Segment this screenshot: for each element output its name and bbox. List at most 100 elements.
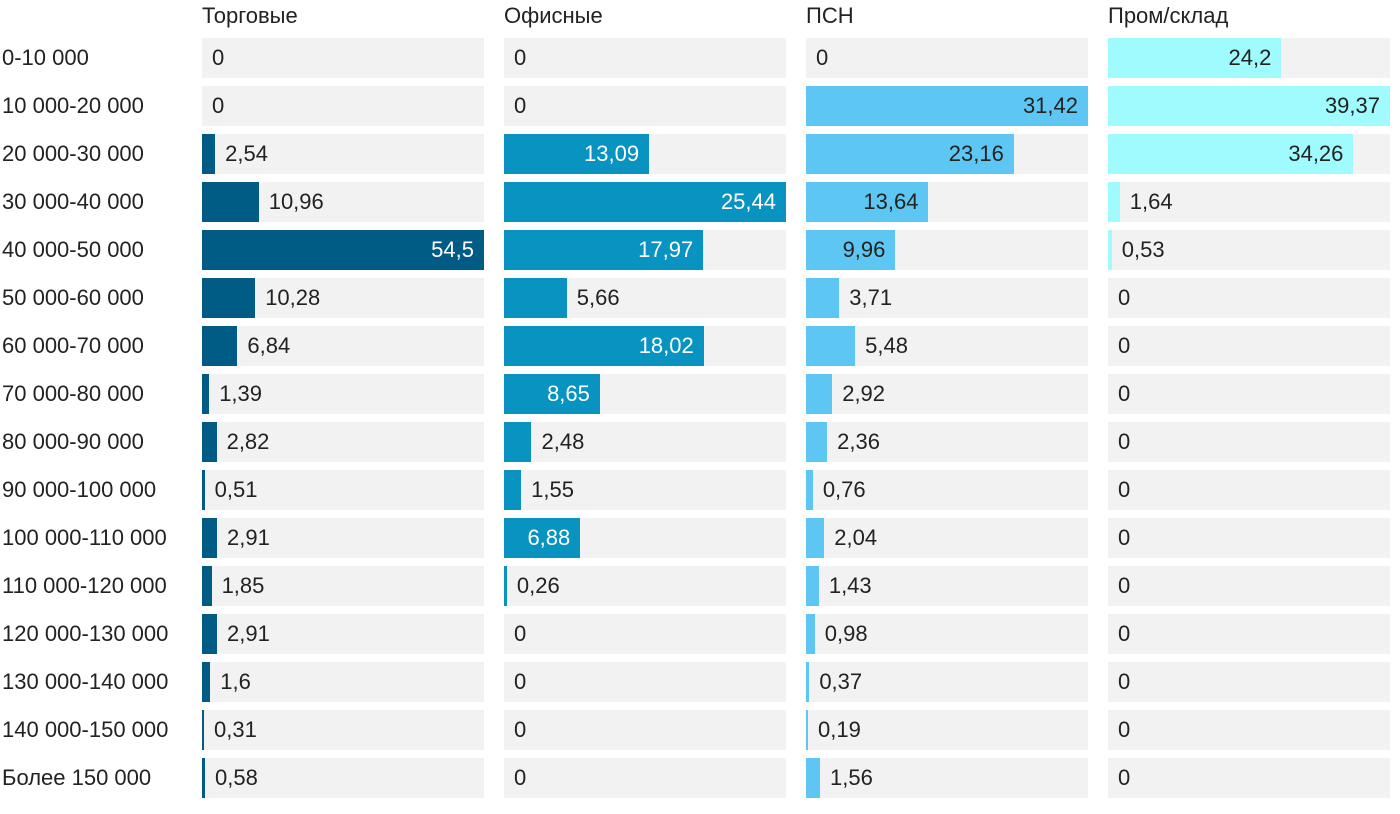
bar-track: 0 xyxy=(1108,326,1390,366)
data-label: 0 xyxy=(514,765,527,790)
data-label: 0 xyxy=(1118,621,1131,646)
bar xyxy=(504,374,600,414)
data-label: 1,55 xyxy=(531,477,574,502)
bar xyxy=(1108,134,1354,174)
data-label: 0 xyxy=(1118,429,1131,454)
bar-track: 1,43 xyxy=(806,566,1088,606)
column-header: ПСН xyxy=(806,3,854,28)
bar xyxy=(1108,86,1390,126)
row-label: 100 000-110 000 xyxy=(2,525,167,550)
row-label: 10 000-20 000 xyxy=(2,93,144,118)
data-label: 1,43 xyxy=(828,573,872,598)
bar-track: 0 xyxy=(504,758,786,798)
data-label: 1,6 xyxy=(220,669,251,694)
data-label: 0,98 xyxy=(824,621,868,646)
bar-track: 2,91 xyxy=(202,614,484,654)
bar-track: 0 xyxy=(1108,470,1390,510)
bar xyxy=(1108,38,1282,78)
bar-track: 24,2 xyxy=(1108,38,1390,78)
data-label: 0 xyxy=(514,93,527,118)
bar-track: 0,76 xyxy=(806,470,1088,510)
data-label: 0,51 xyxy=(214,477,258,502)
bar-track: 0 xyxy=(1108,374,1390,414)
bar xyxy=(806,86,1088,126)
data-label: 18,02 xyxy=(638,333,694,358)
bar xyxy=(806,758,820,798)
data-label: 39,37 xyxy=(1324,93,1380,118)
bar-track: 0 xyxy=(504,710,786,750)
bar xyxy=(806,518,825,558)
bar-track: 0,98 xyxy=(806,614,1088,654)
data-label: 0,53 xyxy=(1121,237,1165,262)
data-label: 2,91 xyxy=(227,621,270,646)
data-label: 23,16 xyxy=(948,141,1004,166)
bar-track: 5,66 xyxy=(504,278,786,318)
bar-track: 0 xyxy=(1108,662,1390,702)
bar-track: 2,48 xyxy=(504,422,786,462)
data-label: 6,88 xyxy=(527,525,571,550)
bar xyxy=(806,230,896,270)
row-label: 30 000-40 000 xyxy=(2,189,144,214)
bar xyxy=(504,278,567,318)
data-label: 5,66 xyxy=(576,285,620,310)
bar xyxy=(504,470,522,510)
data-label: 1,56 xyxy=(830,765,873,790)
bar-track: 18,02 xyxy=(504,326,786,366)
bar-track: 1,85 xyxy=(202,566,484,606)
data-label: 0 xyxy=(514,45,527,70)
bar xyxy=(806,374,833,414)
bar-track: 10,96 xyxy=(202,182,484,222)
data-label: 10,96 xyxy=(268,189,324,214)
data-label: 13,09 xyxy=(584,141,640,166)
row-label: 90 000-100 000 xyxy=(2,477,157,502)
data-label: 2,48 xyxy=(541,429,585,454)
data-label: 2,04 xyxy=(834,525,878,550)
bar xyxy=(202,326,238,366)
bar-track: 0 xyxy=(504,614,786,654)
bar xyxy=(202,614,218,654)
bar xyxy=(504,518,581,558)
data-label: 31,42 xyxy=(1022,93,1078,118)
bar xyxy=(504,230,704,270)
bar xyxy=(202,182,259,222)
bar-track: 0 xyxy=(1108,614,1390,654)
bar-track: 2,92 xyxy=(806,374,1088,414)
bar xyxy=(1108,230,1112,270)
data-label: 24,2 xyxy=(1228,45,1272,70)
data-label: 10,28 xyxy=(265,285,321,310)
data-label: 2,92 xyxy=(842,381,886,406)
data-label: 0 xyxy=(212,45,225,70)
bar xyxy=(806,134,1014,174)
data-label: 1,64 xyxy=(1129,189,1173,214)
bar-track: 0 xyxy=(806,38,1088,78)
bar-track: 0 xyxy=(504,86,786,126)
column-header: Офисные xyxy=(504,3,603,28)
bar xyxy=(202,662,211,702)
bar-track: 13,09 xyxy=(504,134,786,174)
column-header: Торговые xyxy=(202,3,298,28)
bar-track: 0 xyxy=(1108,710,1390,750)
bar-track: 1,64 xyxy=(1108,182,1390,222)
data-label: 2,91 xyxy=(227,525,270,550)
data-label: 0 xyxy=(514,621,527,646)
bar-track: 39,37 xyxy=(1108,86,1390,126)
data-label: 1,85 xyxy=(221,573,265,598)
bar-track: 0,31 xyxy=(202,710,484,750)
data-label: 0,58 xyxy=(215,765,258,790)
bar xyxy=(504,134,650,174)
bar xyxy=(504,326,704,366)
bar xyxy=(806,182,929,222)
data-label: 0,37 xyxy=(819,669,863,694)
data-label: 8,65 xyxy=(547,381,590,406)
bar-track: 13,64 xyxy=(806,182,1088,222)
data-label: 5,48 xyxy=(865,333,908,358)
bar-track: 0 xyxy=(504,662,786,702)
bar-track: 3,71 xyxy=(806,278,1088,318)
bar-track: 8,65 xyxy=(504,374,786,414)
data-label: 0 xyxy=(1118,573,1131,598)
row-label: 80 000-90 000 xyxy=(2,429,144,454)
bar-track: 6,84 xyxy=(202,326,484,366)
bar xyxy=(504,566,507,606)
row-label: 0-10 000 xyxy=(2,45,89,70)
